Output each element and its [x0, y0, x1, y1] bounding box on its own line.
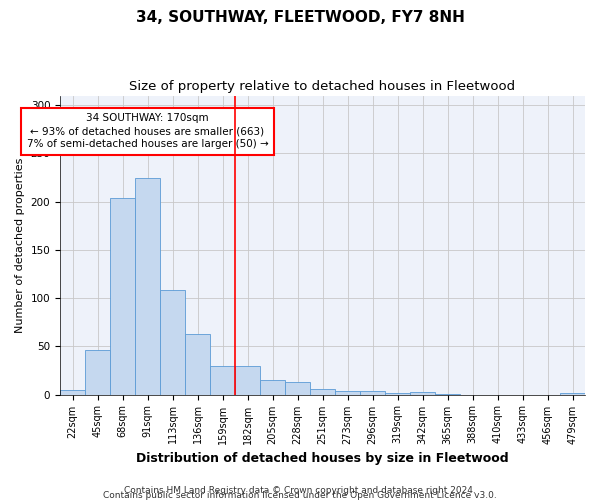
- Bar: [185, 334, 210, 394]
- Bar: [85, 350, 110, 395]
- Bar: [310, 389, 335, 394]
- Text: 34 SOUTHWAY: 170sqm
← 93% of detached houses are smaller (663)
7% of semi-detach: 34 SOUTHWAY: 170sqm ← 93% of detached ho…: [26, 113, 268, 150]
- Text: 34, SOUTHWAY, FLEETWOOD, FY7 8NH: 34, SOUTHWAY, FLEETWOOD, FY7 8NH: [136, 10, 464, 25]
- Bar: [360, 390, 385, 394]
- Text: Contains public sector information licensed under the Open Government Licence v3: Contains public sector information licen…: [103, 491, 497, 500]
- Bar: [235, 366, 260, 394]
- Bar: [260, 380, 285, 394]
- X-axis label: Distribution of detached houses by size in Fleetwood: Distribution of detached houses by size …: [136, 452, 509, 465]
- Bar: [385, 392, 410, 394]
- Text: Contains HM Land Registry data © Crown copyright and database right 2024.: Contains HM Land Registry data © Crown c…: [124, 486, 476, 495]
- Bar: [110, 198, 135, 394]
- Y-axis label: Number of detached properties: Number of detached properties: [15, 158, 25, 332]
- Bar: [410, 392, 435, 394]
- Bar: [160, 290, 185, 395]
- Bar: [285, 382, 310, 394]
- Bar: [335, 390, 360, 394]
- Bar: [60, 390, 85, 394]
- Bar: [560, 392, 585, 394]
- Bar: [135, 178, 160, 394]
- Bar: [210, 366, 235, 394]
- Title: Size of property relative to detached houses in Fleetwood: Size of property relative to detached ho…: [130, 80, 515, 93]
